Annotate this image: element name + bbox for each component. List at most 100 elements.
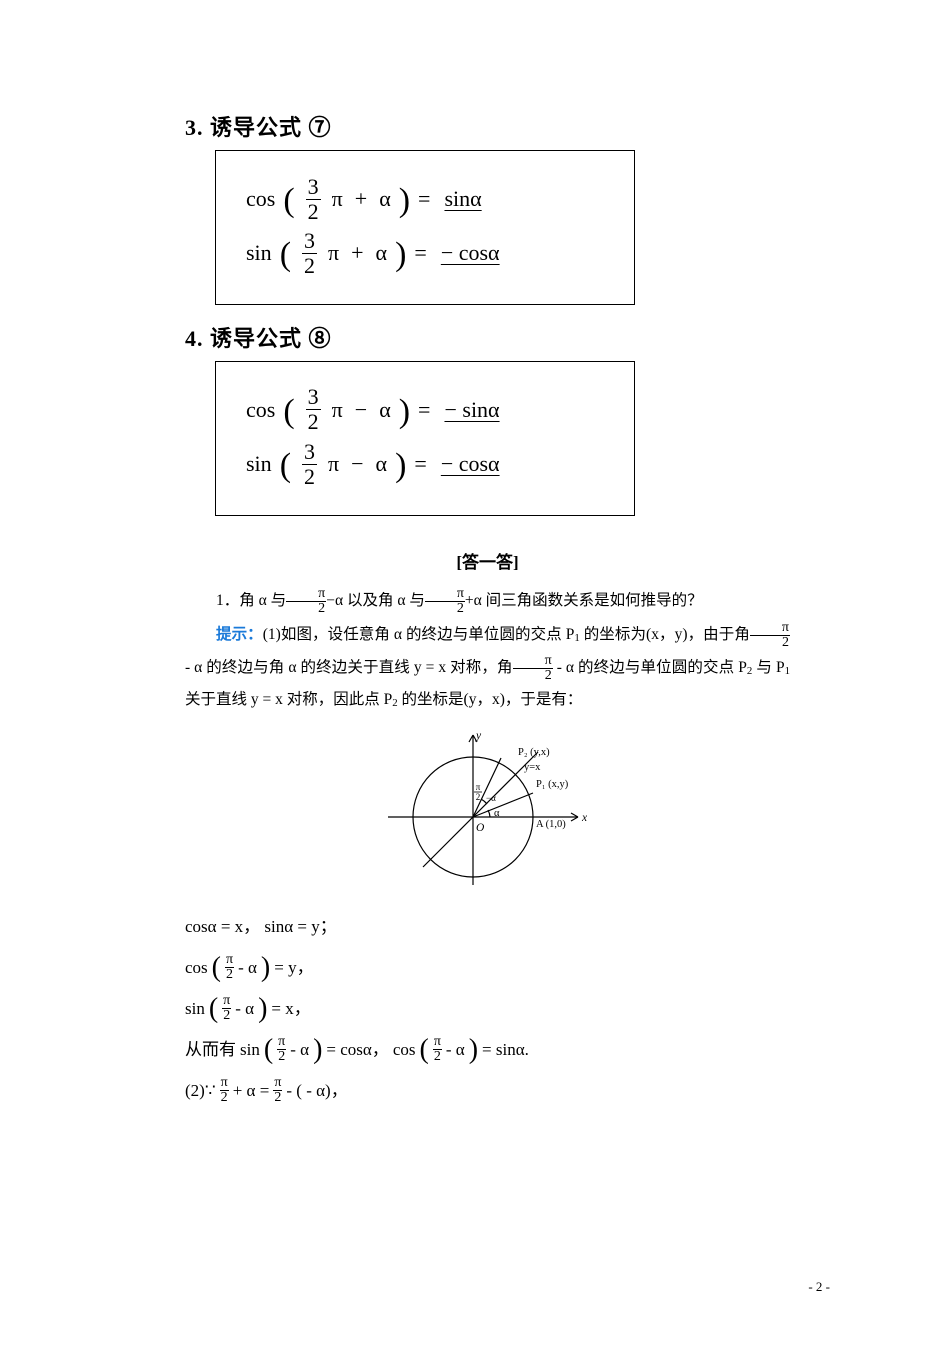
paren-l: ( xyxy=(212,957,221,979)
frac-num: 3 xyxy=(302,441,317,464)
var-alpha: α xyxy=(379,175,391,223)
math-line-3: sin ( π2 - α ) = x， xyxy=(185,989,790,1028)
formula-box-7: cos ( 3 2 π + α ) = sinα sin ( 3 2 π + α… xyxy=(215,150,635,305)
frac-num: π xyxy=(425,587,465,601)
page: 3. 诱导公式 ⑦ cos ( 3 2 π + α ) = sinα sin (… xyxy=(0,0,950,1345)
svg-text:π: π xyxy=(475,782,480,792)
svg-text:x: x xyxy=(581,812,588,824)
frac-num: π xyxy=(750,621,790,635)
svg-text:y=x: y=x xyxy=(524,762,541,773)
fn-sin: sin xyxy=(246,440,272,488)
svg-text:A (1,0): A (1,0) xyxy=(536,819,566,830)
rhs: sinα xyxy=(444,175,481,223)
p-b: 的坐标为(x，y)，由于角 xyxy=(580,626,750,643)
frac: π2 xyxy=(225,953,234,982)
frac-den: 2 xyxy=(277,1049,286,1064)
frac-3-2: 3 2 xyxy=(302,441,317,488)
frac-3-2: 3 2 xyxy=(306,386,321,433)
svg-text:2: 2 xyxy=(475,792,480,802)
frac-den: 2 xyxy=(222,1008,231,1023)
math-line-2: cos ( π2 - α ) = y， xyxy=(185,948,790,987)
diagram-svg: yxOA (1,0)P₂ (y,x)y=xP₁ (x,y)απ2−α xyxy=(378,725,598,895)
sub-1: 1 xyxy=(785,665,790,677)
paren-right: ) xyxy=(395,240,406,271)
frac-den: 2 xyxy=(302,253,317,277)
p-c: - α 的终边与角 α 的终边关于直线 y = x 对称，角 xyxy=(185,659,513,676)
prefix: (2)∵ xyxy=(185,1071,216,1110)
eq-8-2: sin ( 3 2 π − α ) = − cosα xyxy=(246,440,616,488)
formula-box-8: cos ( 3 2 π − α ) = − sinα sin ( 3 2 π −… xyxy=(215,361,635,516)
math-line-1: cosα = x， sinα = y； xyxy=(185,907,790,946)
arg: - α xyxy=(446,1030,465,1069)
page-number: - 2 - xyxy=(808,1279,830,1295)
svg-text:−α: −α xyxy=(486,793,496,803)
equals: = xyxy=(418,386,430,434)
rhs: − cosα xyxy=(441,440,500,488)
paren-l: ( xyxy=(209,998,218,1020)
eq1: = cosα， xyxy=(326,1030,388,1069)
hint-paragraph: 提示：(1)如图，设任意角 α 的终边与单位圆的交点 P1 的坐标为(x，y)，… xyxy=(185,619,790,717)
frac-num: π xyxy=(433,1035,442,1049)
fn-sin: sin xyxy=(246,229,272,277)
svg-text:α: α xyxy=(494,808,500,819)
frac: π2 xyxy=(277,1035,286,1064)
paren-right: ) xyxy=(395,451,406,482)
frac-num: 3 xyxy=(306,176,321,199)
pi: π xyxy=(332,175,343,223)
frac-den: 2 xyxy=(220,1090,229,1105)
frac-3-2: 3 2 xyxy=(306,176,321,223)
frac-num: π xyxy=(220,1076,229,1090)
q1-num: 1． xyxy=(216,592,239,609)
fn: sin xyxy=(185,989,205,1028)
equals: = xyxy=(418,175,430,223)
frac-pi-2: π2 xyxy=(513,654,553,683)
rhs: − cosα xyxy=(441,229,500,277)
frac-num: π xyxy=(273,1076,282,1090)
op: − xyxy=(351,440,363,488)
frac: π2 xyxy=(222,994,231,1023)
frac-num: π xyxy=(513,654,553,668)
paren-right: ) xyxy=(399,397,410,428)
paren-l: ( xyxy=(419,1039,428,1061)
p-e: 与 P xyxy=(752,659,784,676)
unit-circle-diagram: yxOA (1,0)P₂ (y,x)y=xP₁ (x,y)απ2−α xyxy=(185,725,790,895)
hint-label: 提示： xyxy=(216,626,263,643)
math-line-4: 从而有 sin ( π2 - α ) = cosα， cos ( π2 - α … xyxy=(185,1030,790,1069)
paren-right: ) xyxy=(399,186,410,217)
frac-num: π xyxy=(225,953,234,967)
equals: = xyxy=(414,229,426,277)
question-1: 1．角 α 与π2−α 以及角 α 与π2+α 间三角函数关系是如何推导的？ xyxy=(185,585,790,618)
rhs: = y， xyxy=(274,948,313,987)
rhs: = x， xyxy=(271,989,310,1028)
svg-text:P₁ (x,y): P₁ (x,y) xyxy=(536,779,569,790)
pi: π xyxy=(328,440,339,488)
paren-r: ) xyxy=(313,1039,322,1061)
var-alpha: α xyxy=(379,386,391,434)
fn-cos: cos xyxy=(246,386,275,434)
frac: π2 xyxy=(433,1035,442,1064)
paren-r: ) xyxy=(261,957,270,979)
var-alpha: α xyxy=(376,229,388,277)
pi: π xyxy=(332,386,343,434)
l1-text: cosα = x， sinα = y； xyxy=(185,907,337,946)
q1-t2: −α 以及角 α 与 xyxy=(326,592,425,609)
fn: sin xyxy=(240,1030,260,1069)
op: + xyxy=(351,229,363,277)
fn-cos: cos xyxy=(246,175,275,223)
arg: - α xyxy=(235,989,254,1028)
var-alpha: α xyxy=(376,440,388,488)
frac-pi-2: π2 xyxy=(750,621,790,650)
frac-den: 2 xyxy=(513,668,553,683)
rhs: − sinα xyxy=(444,386,499,434)
section3-heading: 3. 诱导公式 ⑦ xyxy=(185,110,790,142)
frac-pi-2: π2 xyxy=(286,587,326,616)
eq-7-1: cos ( 3 2 π + α ) = sinα xyxy=(246,175,616,223)
pi: π xyxy=(328,229,339,277)
svg-text:P₂ (y,x): P₂ (y,x) xyxy=(518,747,550,758)
math-line-5: (2)∵ π2 + α = π2 - ( - α)， xyxy=(185,1071,790,1110)
frac-den: 2 xyxy=(273,1090,282,1105)
paren-left: ( xyxy=(280,240,291,271)
frac: π2 xyxy=(220,1076,229,1105)
paren-left: ( xyxy=(283,186,294,217)
fn: cos xyxy=(393,1030,416,1069)
